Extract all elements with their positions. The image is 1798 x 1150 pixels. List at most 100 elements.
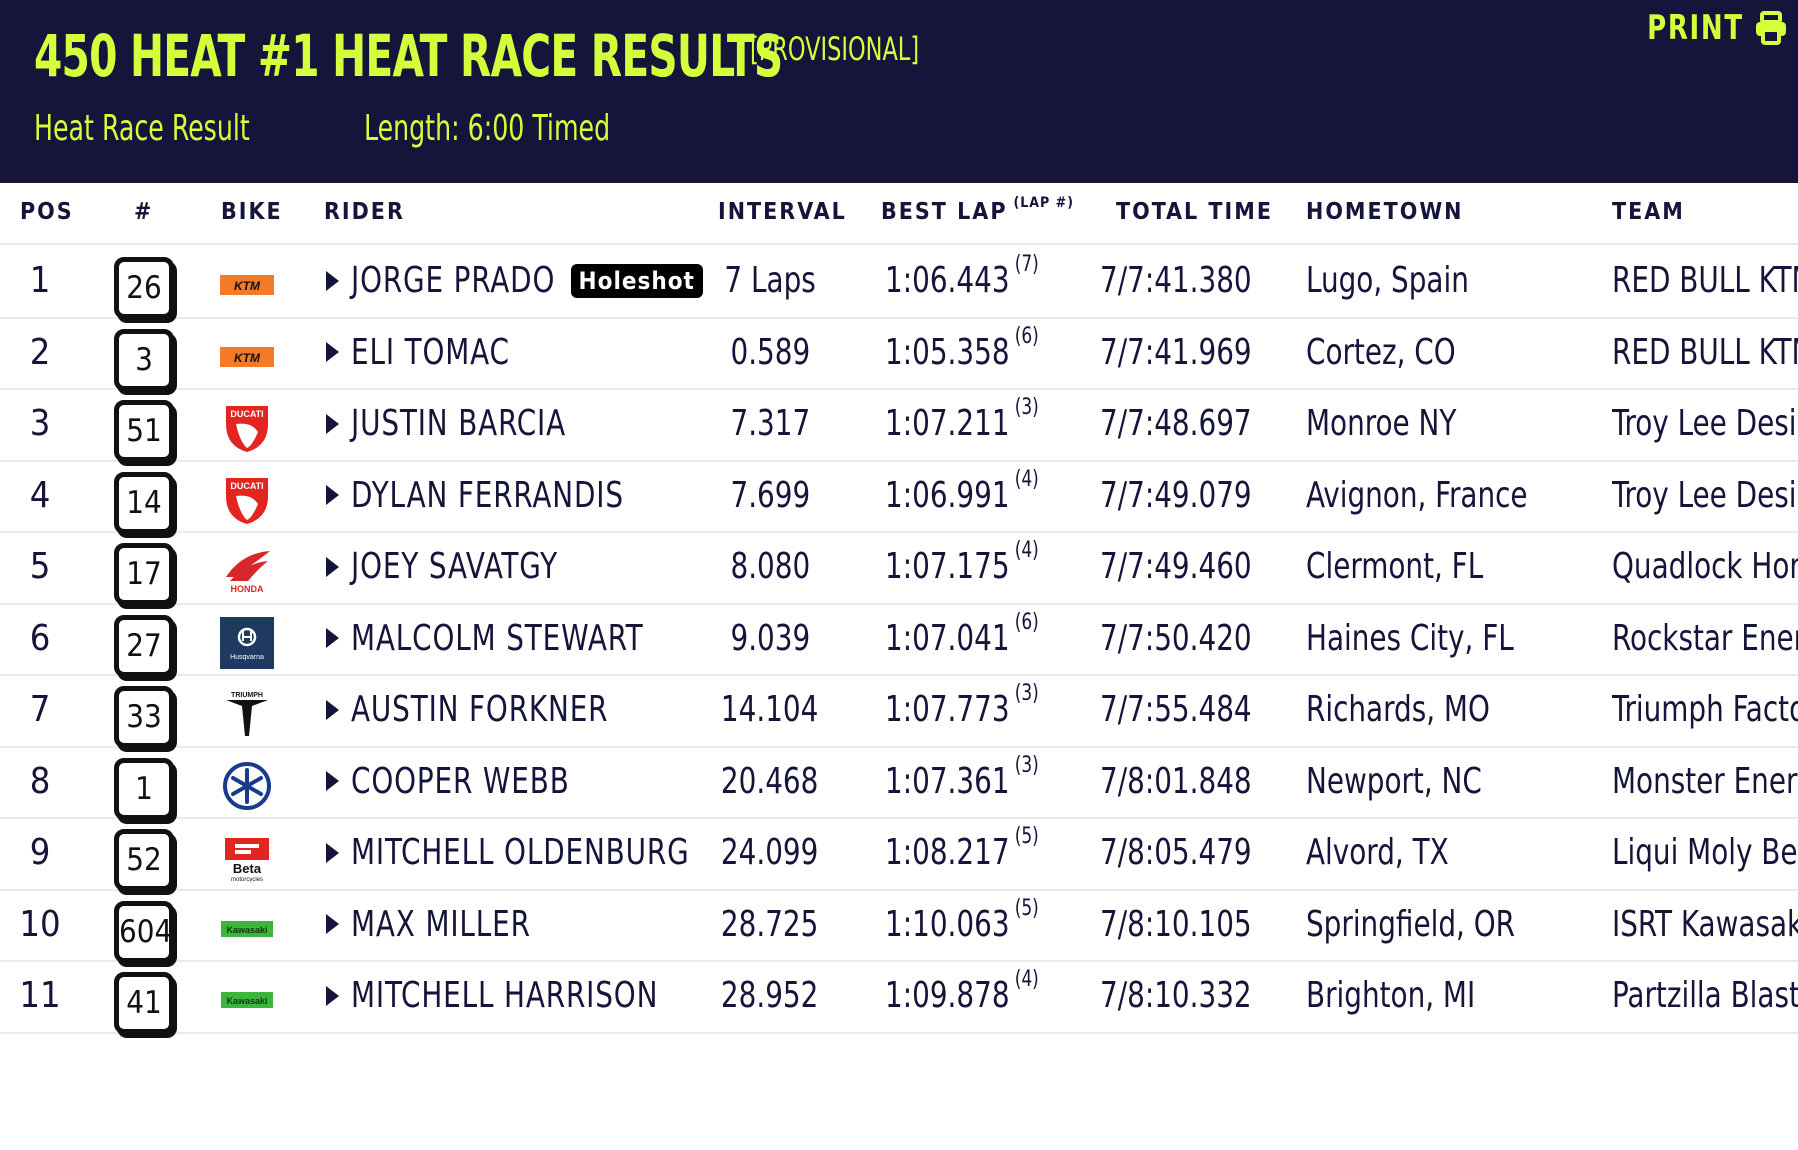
- total-time-value: 7/8:10.105: [1100, 903, 1252, 945]
- page-header: 450 HEAT #1 HEAT RACE RESULTS [PROVISION…: [0, 0, 1798, 183]
- expand-caret-icon[interactable]: [326, 413, 339, 434]
- team: Triumph Facto: [1612, 674, 1798, 746]
- team-value: Triumph Facto: [1612, 689, 1798, 730]
- rider-link[interactable]: ELI TOMAC: [326, 317, 536, 389]
- hometown: Haines City, FL: [1306, 603, 1596, 675]
- interval-value: 9.039: [730, 617, 810, 659]
- table-row[interactable]: 8 1 COOPER WEBB 20.468 1:07.361 (3) 7/8:0…: [0, 746, 1798, 820]
- interval-value: 24.099: [721, 832, 819, 873]
- table-row[interactable]: 9 52 Beta motorcycles MITCHELL OLDENBURG …: [0, 817, 1798, 891]
- interval: 0.589: [690, 317, 850, 389]
- husqvarna-logo-icon: Husqvarna: [220, 616, 274, 669]
- col-number[interactable]: #: [134, 199, 154, 225]
- bike-brand-logo: [220, 760, 274, 812]
- rider-link[interactable]: MITCHELL HARRISON: [326, 960, 708, 1032]
- ktm-logo-icon: KTM: [220, 346, 274, 367]
- hometown-value: Cortez, CO: [1306, 331, 1456, 373]
- rider-link[interactable]: MITCHELL OLDENBURG: [326, 817, 745, 889]
- rider-link[interactable]: JOEY SAVATGY: [326, 531, 592, 603]
- expand-caret-icon[interactable]: [326, 842, 339, 863]
- interval: 7 Laps: [690, 245, 850, 317]
- best-lap: 1:06.443 (7): [885, 245, 1075, 317]
- table-row[interactable]: 6 27 Husqvarna MALCOLM STEWART 9.039 1:0…: [0, 603, 1798, 677]
- rider-number-plate: 33: [114, 686, 174, 748]
- print-button[interactable]: PRINT: [1630, 8, 1788, 48]
- best-lap-number: (4): [1014, 538, 1039, 563]
- team: ISRT Kawasaki: [1612, 889, 1798, 961]
- rider-number-plate: 26: [114, 257, 174, 319]
- rider-link[interactable]: DYLAN FERRANDIS: [326, 460, 668, 532]
- rider-link[interactable]: JORGE PRADO Holeshot: [326, 245, 703, 317]
- table-row[interactable]: 3 51 DUCATI JUSTIN BARCIA 7.317 1:07.211…: [0, 388, 1798, 462]
- col-rider[interactable]: RIDER: [324, 199, 405, 225]
- rider-number-plate: 604: [114, 900, 174, 963]
- expand-caret-icon[interactable]: [326, 771, 339, 792]
- expand-caret-icon[interactable]: [326, 342, 339, 363]
- col-team[interactable]: TEAM: [1612, 199, 1685, 225]
- rider-link[interactable]: COOPER WEBB: [326, 746, 605, 818]
- table-row[interactable]: 1 26 KTM JORGE PRADO Holeshot 7 Laps 1:0…: [0, 245, 1798, 319]
- bike-brand-logo: HONDA: [220, 545, 274, 597]
- bike-brand-logo: KTM: [220, 259, 274, 311]
- rider-name: DYLAN FERRANDIS: [351, 474, 624, 516]
- table-row[interactable]: 2 3 KTM ELI TOMAC 0.589 1:05.358 (6) 7/7:…: [0, 317, 1798, 391]
- rider-number-plate: 14: [114, 471, 174, 534]
- rider-name: JORGE PRADO: [351, 260, 556, 302]
- bike-brand-logo: DUCATI: [220, 402, 274, 454]
- best-lap-number: (5): [1014, 824, 1039, 849]
- expand-caret-icon[interactable]: [326, 485, 339, 506]
- best-lap: 1:07.041 (6): [885, 603, 1075, 675]
- rider-number-plate: 27: [114, 614, 174, 677]
- hometown-value: Clermont, FL: [1306, 546, 1484, 587]
- team-value: RED BULL KTM: [1612, 331, 1798, 373]
- expand-caret-icon[interactable]: [326, 985, 339, 1006]
- interval-value: 8.080: [730, 546, 810, 587]
- total-time: 7/7:55.484: [1100, 674, 1270, 746]
- rider-link[interactable]: JUSTIN BARCIA: [326, 388, 601, 460]
- interval-value: 0.589: [730, 331, 810, 373]
- interval: 8.080: [690, 531, 850, 603]
- ktm-logo-text: KTM: [234, 279, 261, 293]
- expand-caret-icon[interactable]: [326, 914, 339, 935]
- interval-value: 20.468: [721, 760, 819, 802]
- total-time: 7/7:48.697: [1100, 388, 1270, 460]
- col-interval[interactable]: INTERVAL: [718, 199, 847, 225]
- rider-number-plate: 52: [114, 829, 174, 891]
- col-hometown[interactable]: HOMETOWN: [1306, 199, 1464, 225]
- best-lap-value: 1:05.358: [885, 331, 1010, 373]
- team: Partzilla Blast: [1612, 960, 1798, 1032]
- rider-name: AUSTIN FORKNER: [351, 689, 609, 731]
- best-lap-value: 1:07.041: [885, 617, 1010, 659]
- expand-caret-icon[interactable]: [326, 628, 339, 649]
- table-row[interactable]: 10 604 Kawasaki MAX MILLER 28.725 1:10.0…: [0, 889, 1798, 963]
- col-bike[interactable]: BIKE: [221, 199, 283, 225]
- table-row[interactable]: 11 41 Kawasaki MITCHELL HARRISON 28.952 …: [0, 960, 1798, 1034]
- team: Troy Lee Desi: [1612, 388, 1798, 460]
- hometown: Clermont, FL: [1306, 531, 1596, 603]
- team: RED BULL KTM: [1612, 245, 1798, 317]
- printer-icon: [1756, 11, 1786, 45]
- expand-caret-icon[interactable]: [326, 270, 339, 291]
- table-row[interactable]: 7 33 TRIUMPH AUSTIN FORKNER 14.104 1:07.…: [0, 674, 1798, 748]
- interval-value: 28.952: [721, 975, 819, 1016]
- rider-link[interactable]: MALCOLM STEWART: [326, 603, 691, 675]
- print-label: PRINT: [1647, 8, 1744, 48]
- best-lap-value: 1:09.878: [885, 975, 1010, 1016]
- table-row[interactable]: 4 14 DUCATI DYLAN FERRANDIS 7.699 1:06.9…: [0, 460, 1798, 534]
- col-pos[interactable]: POS: [20, 199, 74, 225]
- rider-name: COOPER WEBB: [351, 760, 570, 802]
- rider-number-plate: 1: [114, 757, 174, 820]
- table-row[interactable]: 5 17 HONDA JOEY SAVATGY 8.080 1:07.175 (4…: [0, 531, 1798, 605]
- col-total-time[interactable]: TOTAL TIME: [1116, 199, 1273, 225]
- best-lap-number: (7): [1014, 252, 1039, 277]
- best-lap: 1:06.991 (4): [885, 460, 1075, 532]
- expand-caret-icon[interactable]: [326, 556, 339, 577]
- expand-caret-icon[interactable]: [326, 699, 339, 720]
- hometown-value: Newport, NC: [1306, 760, 1482, 802]
- col-best-lap[interactable]: BEST LAP (LAP #): [881, 195, 1074, 225]
- total-time: 7/8:10.105: [1100, 889, 1270, 961]
- svg-text:Kawasaki: Kawasaki: [226, 996, 267, 1006]
- rider-link[interactable]: AUSTIN FORKNER: [326, 674, 650, 746]
- rider-link[interactable]: MAX MILLER: [326, 889, 560, 961]
